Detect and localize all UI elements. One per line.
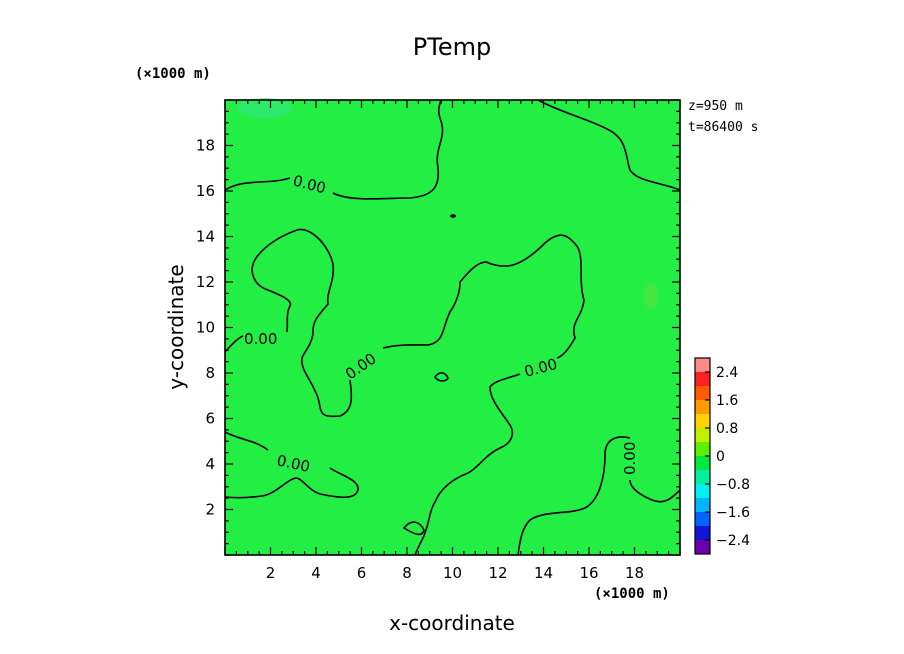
- x-axis: 2 4 6 8 10 12 14 16 18: [224, 100, 681, 582]
- y-tick-label: 4: [205, 455, 215, 473]
- y-tick-label: 16: [196, 182, 215, 200]
- colorbar-band: [695, 526, 710, 541]
- y-unit-label: (×1000 m): [135, 66, 211, 82]
- chart-title: PTemp: [413, 33, 491, 61]
- cool-patch-top: [237, 98, 293, 118]
- colorbar-band: [695, 470, 710, 485]
- y-axis: 2 4 6 8 10 12 14 16 18: [196, 99, 680, 556]
- contour-line: [402, 521, 425, 536]
- contour-label: 0.00: [621, 442, 639, 475]
- contour-label: 0.00: [244, 330, 277, 348]
- y-tick-label: 18: [196, 137, 215, 155]
- x-axis-label: x-coordinate: [389, 611, 515, 635]
- x-tick-label: 14: [534, 564, 553, 582]
- y-tick-label: 10: [196, 319, 215, 337]
- colorbar-tick-label: 0: [716, 449, 725, 465]
- colorbar-tick-label: 0.8: [716, 421, 738, 437]
- x-tick-label: 8: [402, 564, 412, 582]
- colorbar-band: [695, 540, 710, 555]
- x-tick-label: 16: [579, 564, 598, 582]
- x-tick-label: 6: [357, 564, 367, 582]
- contour-line: [537, 99, 681, 191]
- colorbar-tick-label: −0.8: [716, 477, 750, 493]
- colorbar-band: [695, 484, 710, 499]
- colorbar-band: [695, 428, 710, 443]
- colorbar-tick-label: −2.4: [716, 533, 750, 549]
- x-tick-label: 2: [266, 564, 276, 582]
- contour-line: [224, 431, 359, 499]
- contour-line: [629, 479, 681, 503]
- x-tick-label: 4: [311, 564, 321, 582]
- x-unit-label: (×1000 m): [594, 586, 670, 602]
- info-z: z=950 m: [688, 99, 743, 114]
- contour-line: [414, 373, 521, 556]
- y-axis-label: y-coordinate: [164, 264, 188, 389]
- colorbar-band: [695, 400, 710, 415]
- colorbar-band: [695, 498, 710, 513]
- colorbar-band: [695, 512, 710, 527]
- contour-line: [517, 436, 631, 556]
- colorbar-band: [695, 456, 710, 471]
- x-tick-label: 18: [625, 564, 644, 582]
- colorbar-tick-label: 1.6: [716, 393, 738, 409]
- contour-line: [434, 372, 449, 382]
- contour-dot: [450, 214, 456, 218]
- colorbar-band: [695, 358, 710, 373]
- colorbar-tick-label: −1.6: [716, 505, 750, 521]
- plot-area: 0.00 0.00 0.00 0.00 0.00 0.00 2 4 6 8 10 12 14…: [196, 98, 681, 582]
- colorbar-band: [695, 442, 710, 457]
- colorbar-band: [695, 386, 710, 401]
- info-t: t=86400 s: [688, 120, 758, 135]
- colorbar-band: [695, 372, 710, 387]
- cool-patch-right: [644, 282, 658, 310]
- contour-line: [224, 99, 444, 200]
- temperature-field: [225, 100, 680, 555]
- x-tick-label: 12: [488, 564, 507, 582]
- colorbar-band: [695, 414, 710, 429]
- zero-contours: [224, 99, 681, 556]
- y-tick-label: 2: [205, 501, 215, 519]
- colorbar: 2.4 1.6 0.8 0 −0.8 −1.6 −2.4: [694, 357, 750, 555]
- y-tick-label: 8: [205, 364, 215, 382]
- y-tick-label: 14: [196, 228, 215, 246]
- x-tick-label: 10: [443, 564, 462, 582]
- y-tick-label: 12: [196, 273, 215, 291]
- y-tick-label: 6: [205, 410, 215, 428]
- contour-line: [382, 234, 585, 359]
- colorbar-tick-label: 2.4: [716, 365, 738, 381]
